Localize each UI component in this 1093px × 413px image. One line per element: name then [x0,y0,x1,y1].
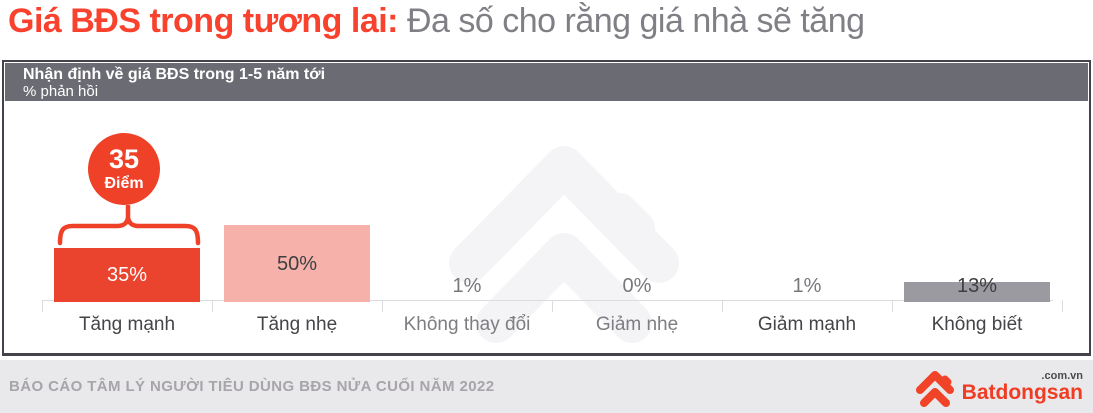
axis-tick [1062,300,1063,312]
bar-tang-nhe [224,225,370,302]
brand-name: Batdongsan [961,381,1083,404]
axis-tick [892,300,893,312]
chart-panel: Nhận định về giá BĐS trong 1-5 năm tới %… [2,60,1091,356]
batdongsan-logo-icon [915,370,954,407]
chart-header: Nhận định về giá BĐS trong 1-5 năm tới %… [5,63,1088,101]
axis-tick [722,300,723,312]
axis-tick [382,300,383,312]
bar-column: 0% Giảm nhẹ [552,117,722,353]
bar-column: 13% Không biết [892,117,1062,353]
report-caption: BÁO CÁO TÂM LÝ NGƯỜI TIÊU DÙNG BĐS NỬA C… [9,378,495,395]
brand-words: .com.vn Batdongsan [961,370,1083,404]
bar-tang-manh [54,248,200,302]
category-label: Tăng mạnh [78,314,176,335]
chart-title: Nhận định về giá BĐS trong 1-5 năm tới [23,66,326,83]
score-value: 35 [108,144,140,174]
bar-value-label: 13% [956,275,998,297]
chart-subtitle: % phản hồi [23,83,99,100]
category-label: Giảm nhẹ [595,314,679,335]
brand-logo: .com.vn Batdongsan [912,367,1083,411]
bar-value-label: 50% [276,252,318,275]
category-label: Tăng nhẹ [256,314,338,335]
category-label: Giảm mạnh [757,314,857,335]
axis-tick [552,300,553,312]
axis-tick [42,300,43,312]
bar-column: 50% Tăng nhẹ [212,117,382,353]
bar-value-label: 1% [452,275,482,297]
bar-column: 1% Không thay đổi [382,117,552,353]
bar-column: 35% Tăng mạnh [42,117,212,353]
category-label: Không biết [931,314,1023,335]
bar-value-label: 1% [792,275,822,297]
bar-value-label: 35% [106,264,148,286]
axis-tick [212,300,213,312]
bar-value-label: 0% [622,275,652,297]
page-title: Giá BĐS trong tương lai: Đa số cho rằng … [8,2,865,41]
score-unit: Điểm [104,175,144,192]
category-label: Không thay đổi [403,314,531,335]
brace-annotation [57,205,201,246]
bar-khong-biet [904,282,1050,302]
score-badge: 35 Điểm [88,133,160,205]
page-title-rest: Đa số cho rằng giá nhà sẽ tăng [406,2,865,40]
bar-column: 1% Giảm mạnh [722,117,892,353]
brand-suffix: .com.vn [1041,370,1083,382]
x-axis-line [42,300,1053,301]
footer-bar: BÁO CÁO TÂM LÝ NGƯỜI TIÊU DÙNG BĐS NỬA C… [0,360,1093,413]
page-title-highlight: Giá BĐS trong tương lai: [8,2,399,40]
